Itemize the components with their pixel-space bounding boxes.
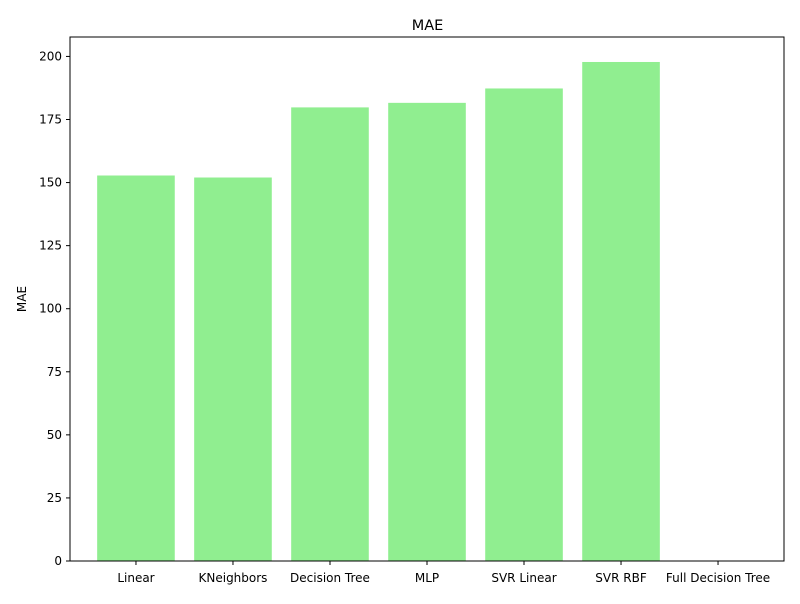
bar-kneighbors	[194, 177, 272, 561]
y-axis-ticks: 0 25 50 75 100 125 150 175 200	[39, 49, 70, 568]
bar-svr-rbf	[582, 61, 660, 561]
plot-frame	[69, 36, 785, 562]
x-tick-label: Linear	[117, 571, 154, 585]
y-tick-label: 200	[39, 49, 62, 63]
x-tick-label: Full Decision Tree	[666, 571, 770, 585]
bars-group	[97, 61, 660, 561]
x-tick-label: SVR RBF	[595, 571, 647, 585]
bar-decision-tree	[291, 107, 369, 561]
y-tick-label: 25	[47, 491, 62, 505]
x-tick-label: SVR Linear	[491, 571, 556, 585]
x-tick-label: Decision Tree	[290, 571, 370, 585]
x-axis-ticks: Linear KNeighbors Decision Tree MLP SVR Line…	[117, 561, 770, 585]
y-tick-label: 100	[39, 302, 62, 316]
chart-title: MAE	[412, 18, 444, 34]
y-tick-label: 50	[47, 428, 62, 442]
y-tick-label: 75	[47, 365, 62, 379]
y-tick-label: 175	[39, 112, 62, 126]
bar-linear	[97, 175, 175, 561]
x-tick-label: MLP	[415, 571, 439, 585]
x-tick-label: KNeighbors	[199, 571, 268, 585]
y-tick-label: 125	[39, 239, 62, 253]
bar-mlp	[388, 102, 466, 561]
y-tick-label: 0	[54, 554, 62, 568]
y-tick-label: 150	[39, 176, 62, 190]
y-axis-label: MAE	[15, 286, 29, 312]
bar-svr-linear	[485, 88, 563, 561]
